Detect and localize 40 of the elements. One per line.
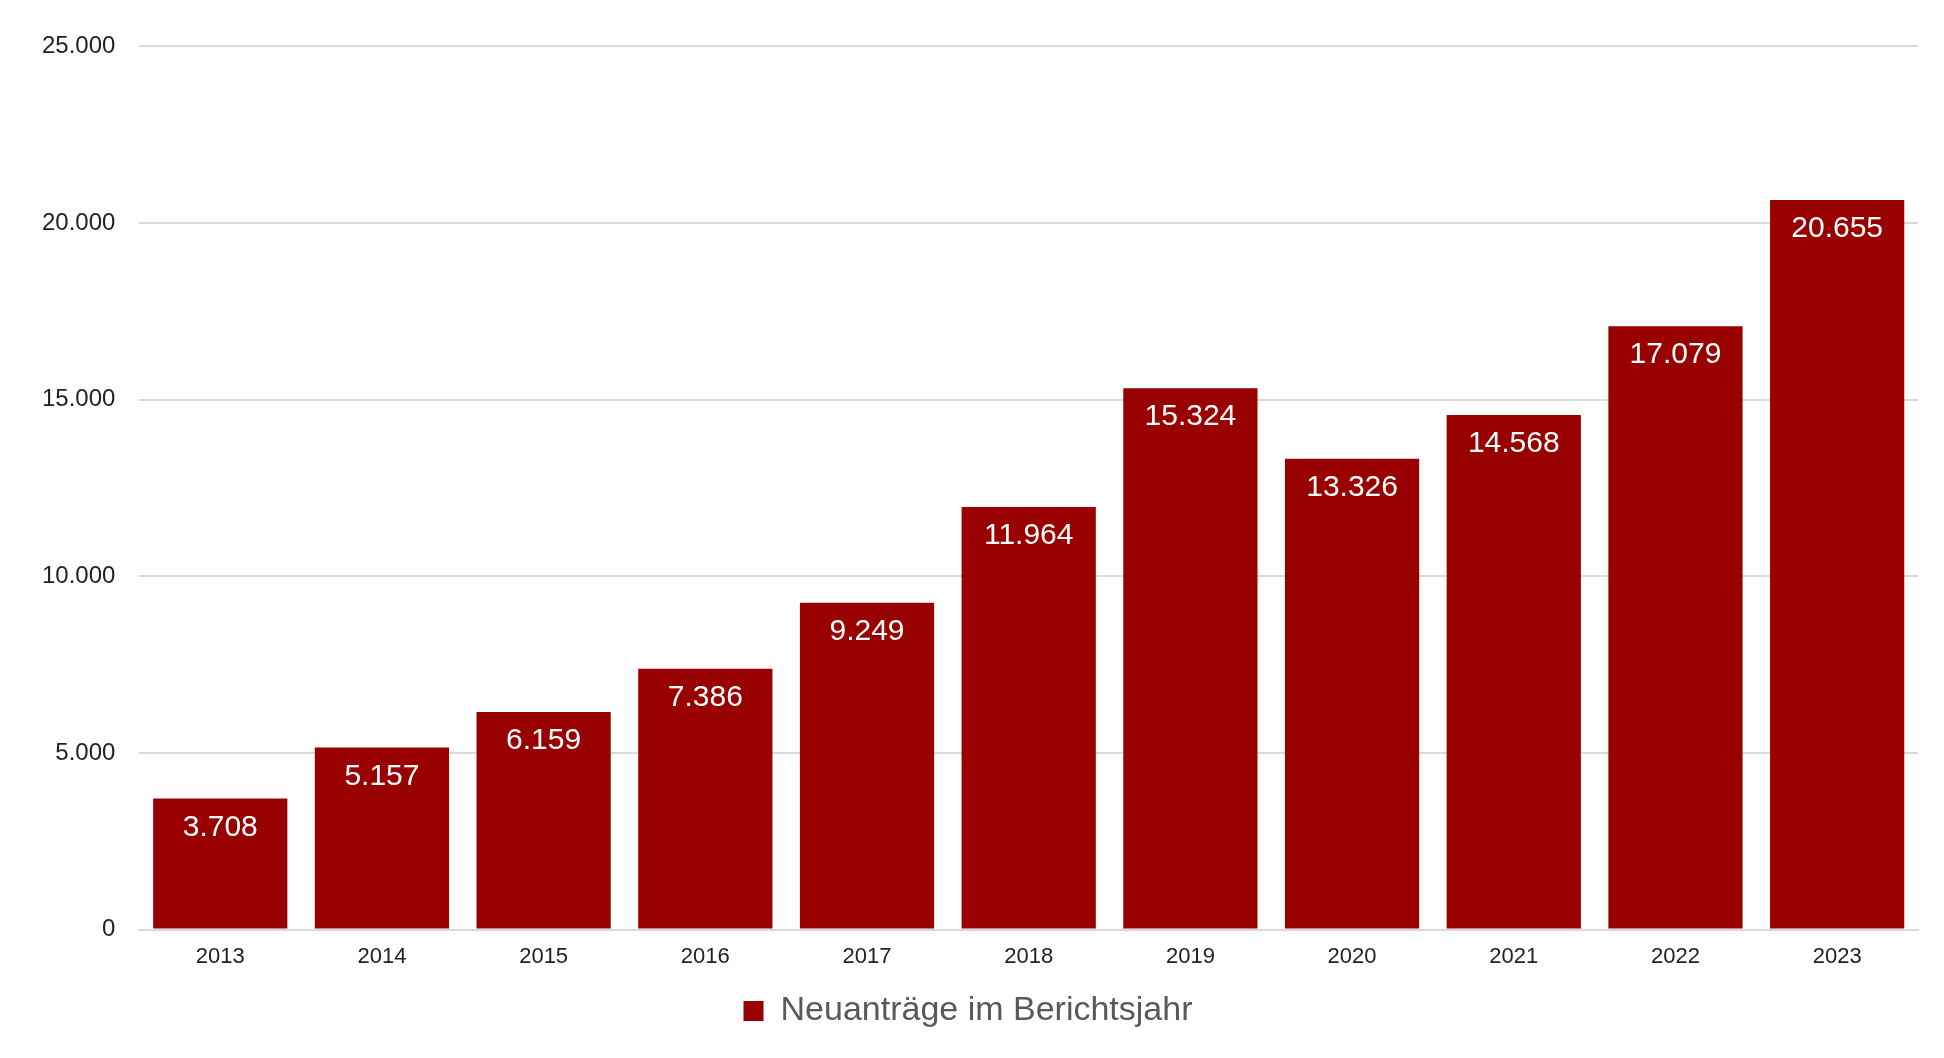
data-label: 5.157 [344, 757, 420, 791]
y-tick-label: 0 [102, 914, 116, 942]
data-label: 11.964 [983, 517, 1074, 551]
data-label: 15.324 [1144, 398, 1237, 432]
x-tick-label: 2018 [1004, 942, 1054, 968]
bar [961, 506, 1096, 929]
data-label: 7.386 [667, 678, 743, 712]
x-tick-label: 2016 [680, 942, 730, 968]
x-tick-label: 2022 [1650, 942, 1700, 968]
data-label: 13.326 [1306, 469, 1398, 503]
bar [799, 602, 935, 929]
x-tick-label: 2015 [519, 942, 569, 968]
data-label: 17.079 [1629, 336, 1722, 370]
bar [1770, 199, 1905, 929]
bar [1608, 326, 1743, 929]
data-label: 9.249 [829, 613, 905, 647]
x-tick-label: 2014 [357, 942, 407, 968]
bar [314, 747, 450, 929]
data-label: 6.159 [506, 722, 582, 756]
bar [1123, 388, 1258, 929]
bar [153, 798, 288, 929]
y-tick-label: 15.000 [42, 384, 116, 412]
x-tick-label: 2013 [195, 942, 245, 968]
bar [1446, 414, 1581, 929]
x-tick-label: 2021 [1489, 942, 1539, 968]
x-tick-label: 2017 [842, 942, 892, 968]
legend-label: Neuanträge im Berichtsjahr [780, 989, 1193, 1028]
x-tick-label: 2020 [1327, 942, 1377, 968]
y-tick-label: 25.000 [42, 31, 116, 59]
y-tick-label: 5.000 [55, 737, 116, 765]
y-tick-label: 20.000 [42, 207, 116, 235]
data-label: 20.655 [1791, 210, 1884, 244]
data-label: 14.568 [1467, 425, 1560, 459]
data-label: 3.708 [182, 808, 258, 842]
bar [476, 712, 611, 929]
bar [1284, 458, 1420, 929]
x-tick-label: 2019 [1165, 942, 1215, 968]
bar [638, 668, 773, 929]
x-tick-label: 2023 [1812, 942, 1862, 968]
y-tick-label: 10.000 [42, 560, 116, 588]
